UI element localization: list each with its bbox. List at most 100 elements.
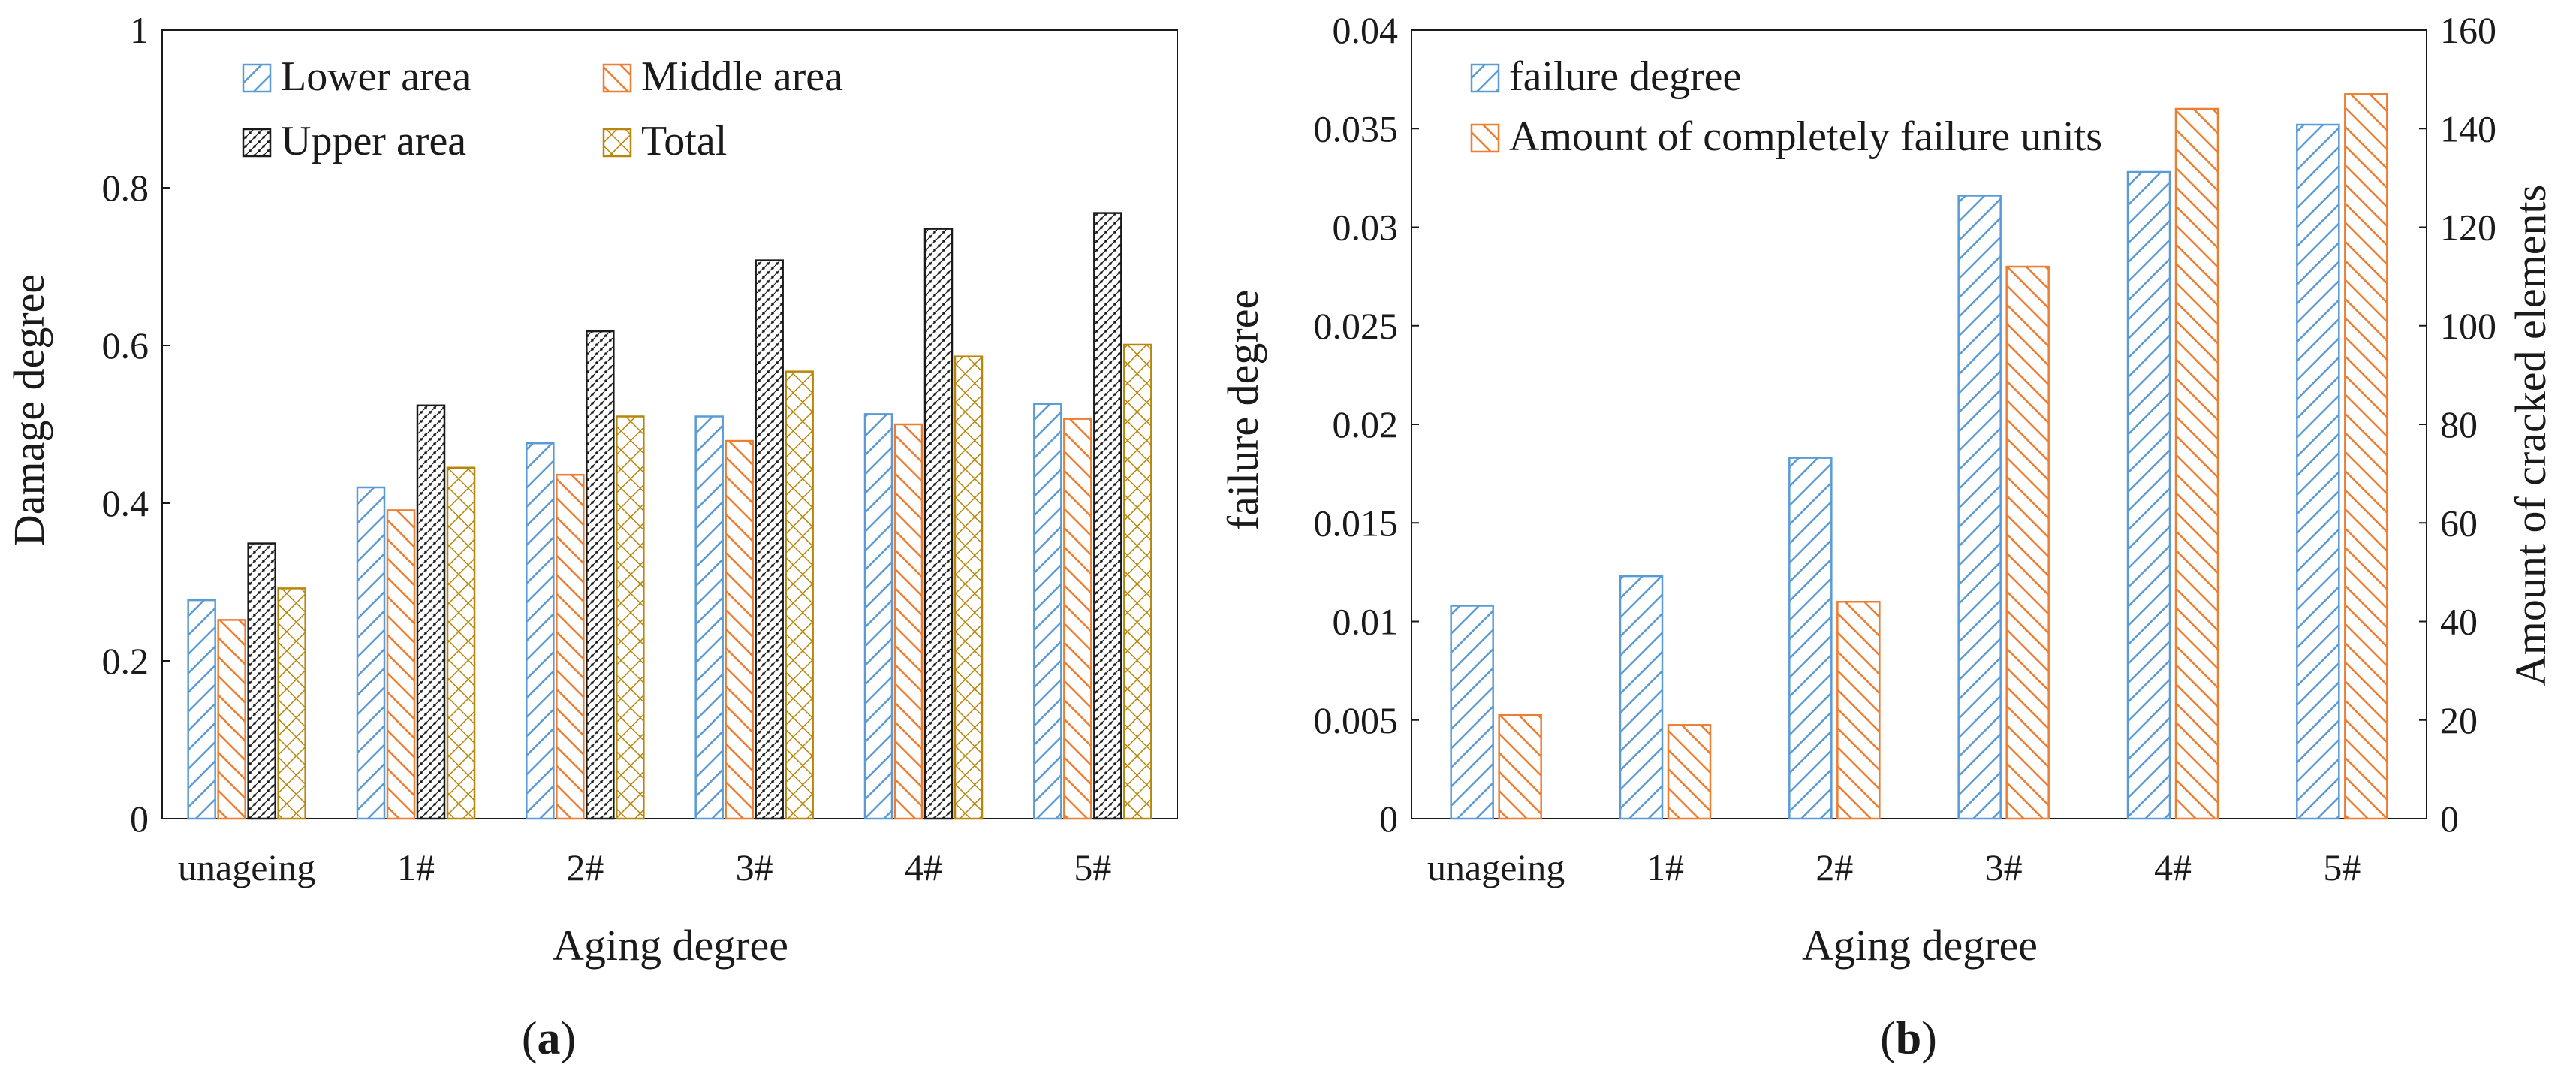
x-tick-label: 1#: [1647, 846, 1684, 888]
bar-upper-area-unageing: [247, 542, 276, 820]
bar-total-unageing: [277, 587, 306, 820]
bar-middle-area-3: [725, 439, 754, 820]
bar-upper-area-1: [416, 404, 446, 820]
x-tick-label: unageing: [178, 846, 315, 888]
y-tick-label: 0: [130, 798, 149, 840]
bars-a: [187, 212, 1152, 820]
bar-lower-area-4: [863, 413, 893, 820]
bar-upper-area-3: [755, 259, 784, 820]
legend-b: failure degree Amount of completely failu…: [1470, 53, 2102, 160]
x-tick-label: 5#: [1074, 846, 1111, 888]
y-right-tick-label: 40: [2440, 601, 2478, 643]
legend-swatch-lower-area: [242, 63, 272, 93]
bars-b: [1450, 93, 2388, 820]
y-tick-label: 0.005: [1314, 699, 1399, 741]
bar-amount-of-completely-failure-units-1: [1667, 724, 1712, 820]
axes-b: 0 0.005 0.01 0.015 0.02 0.025 0.03 0.035 0.04 0 20…: [1314, 9, 2497, 888]
y-tick-label: 1: [130, 9, 149, 51]
bar-failure-degree-1: [1619, 575, 1664, 820]
bar-middle-area-2: [556, 473, 585, 820]
legend-label-upper-area: Upper area: [281, 118, 466, 164]
x-tick-label: 4#: [2154, 846, 2192, 888]
bar-upper-area-2: [586, 330, 615, 820]
panel-label-a: (a): [522, 1013, 576, 1064]
y-tick-label: 0.4: [102, 482, 149, 524]
bar-middle-area-unageing: [217, 619, 246, 820]
x-tick-label: 5#: [2323, 846, 2361, 888]
panel-label-b: (b): [1880, 1013, 1937, 1064]
y-tick-label: 0.8: [102, 167, 149, 209]
legend-swatch-upper-area: [242, 128, 272, 158]
y-tick-label: 0.015: [1314, 502, 1399, 544]
bar-lower-area-3: [694, 415, 724, 820]
bar-upper-area-5: [1093, 212, 1122, 820]
x-tick-label: 2#: [566, 846, 604, 888]
y-right-tick-label: 160: [2440, 9, 2496, 51]
y-tick-label: 0.6: [102, 324, 149, 367]
y-axis-title-a: Damage degree: [5, 274, 53, 546]
bar-amount-of-completely-failure-units-3: [2005, 265, 2050, 820]
x-tick-label: 1#: [397, 846, 435, 888]
bar-failure-degree-unageing: [1450, 605, 1494, 820]
x-tick-label: 2#: [1815, 846, 1853, 888]
legend-label-total: Total: [641, 118, 727, 164]
x-tick-label: 3#: [736, 846, 773, 888]
bar-failure-degree-3: [1957, 195, 2002, 820]
bar-failure-degree-4: [2126, 170, 2171, 820]
bar-amount-of-completely-failure-units-2: [1836, 601, 1881, 820]
bar-total-2: [616, 415, 645, 820]
y-tick-label: 0.04: [1333, 9, 1399, 51]
bar-failure-degree-5: [2296, 123, 2340, 820]
legend-label-middle-area: Middle area: [641, 53, 843, 100]
bar-failure-degree-2: [1788, 457, 1833, 820]
y-tick-label: 0.035: [1314, 107, 1399, 149]
x-axis-title-a: Aging degree: [553, 921, 788, 970]
bar-total-4: [954, 355, 984, 820]
bar-total-5: [1123, 343, 1152, 820]
bar-upper-area-4: [923, 228, 954, 820]
x-tick-label: unageing: [1427, 846, 1565, 888]
bar-middle-area-1: [386, 509, 416, 820]
y-tick-label: 0.02: [1333, 403, 1399, 445]
y-right-tick-label: 100: [2440, 305, 2496, 347]
legend-swatch-middle-area: [602, 63, 632, 93]
bar-total-3: [785, 370, 814, 820]
bar-lower-area-1: [356, 486, 386, 820]
y-right-tick-label: 20: [2440, 699, 2478, 741]
legend-swatch-total: [602, 128, 632, 158]
y-tick-label: 0.03: [1333, 207, 1399, 249]
legend-label-failure-degree: failure degree: [1509, 53, 1741, 100]
bar-middle-area-5: [1063, 418, 1092, 820]
axes-a: 0 0.2 0.4 0.6 0.8 1 unageing 1# 2# 3# 4# 5#: [102, 9, 1178, 888]
y-axis-title-b: failure degree: [1219, 290, 1267, 530]
bar-amount-of-completely-failure-units-5: [2344, 93, 2388, 820]
bar-lower-area-5: [1033, 403, 1062, 820]
bar-amount-of-completely-failure-units-unageing: [1498, 713, 1542, 820]
y-right-tick-label: 60: [2440, 502, 2478, 544]
y-tick-label: 0.025: [1314, 305, 1399, 347]
y-right-tick-label: 80: [2440, 403, 2478, 445]
bar-lower-area-unageing: [187, 599, 216, 820]
y-tick-label: 0.2: [102, 640, 149, 682]
panel-a: 0 0.2 0.4 0.6 0.8 1 unageing 1# 2# 3# 4# 5# Lower a…: [5, 9, 1178, 1064]
y-tick-label: 0: [1379, 798, 1398, 840]
legend-swatch-failure-degree: [1470, 63, 1500, 93]
panel-b: 0 0.005 0.01 0.015 0.02 0.025 0.03 0.035 0.04 0 20…: [1219, 9, 2555, 1064]
bar-lower-area-2: [526, 442, 555, 820]
legend-label-lower-area: Lower area: [281, 53, 472, 100]
bar-amount-of-completely-failure-units-4: [2174, 107, 2219, 820]
legend-swatch-amount-of-completely-failure-units: [1470, 123, 1500, 153]
legend-a: Lower area Middle area Upper area Total: [242, 53, 843, 164]
y-right-tick-label: 120: [2440, 207, 2496, 249]
x-tick-label: 3#: [1985, 846, 2023, 888]
y-axis-title-right-b: Amount of cracked elements: [2506, 185, 2555, 686]
bar-total-1: [446, 466, 476, 820]
y-tick-label: 0.01: [1333, 601, 1399, 643]
y-right-tick-label: 140: [2440, 107, 2496, 149]
x-tick-label: 4#: [905, 846, 942, 888]
x-axis-title-b: Aging degree: [1802, 921, 2038, 970]
y-right-tick-label: 0: [2440, 798, 2459, 840]
plot-frame: [161, 29, 1178, 819]
